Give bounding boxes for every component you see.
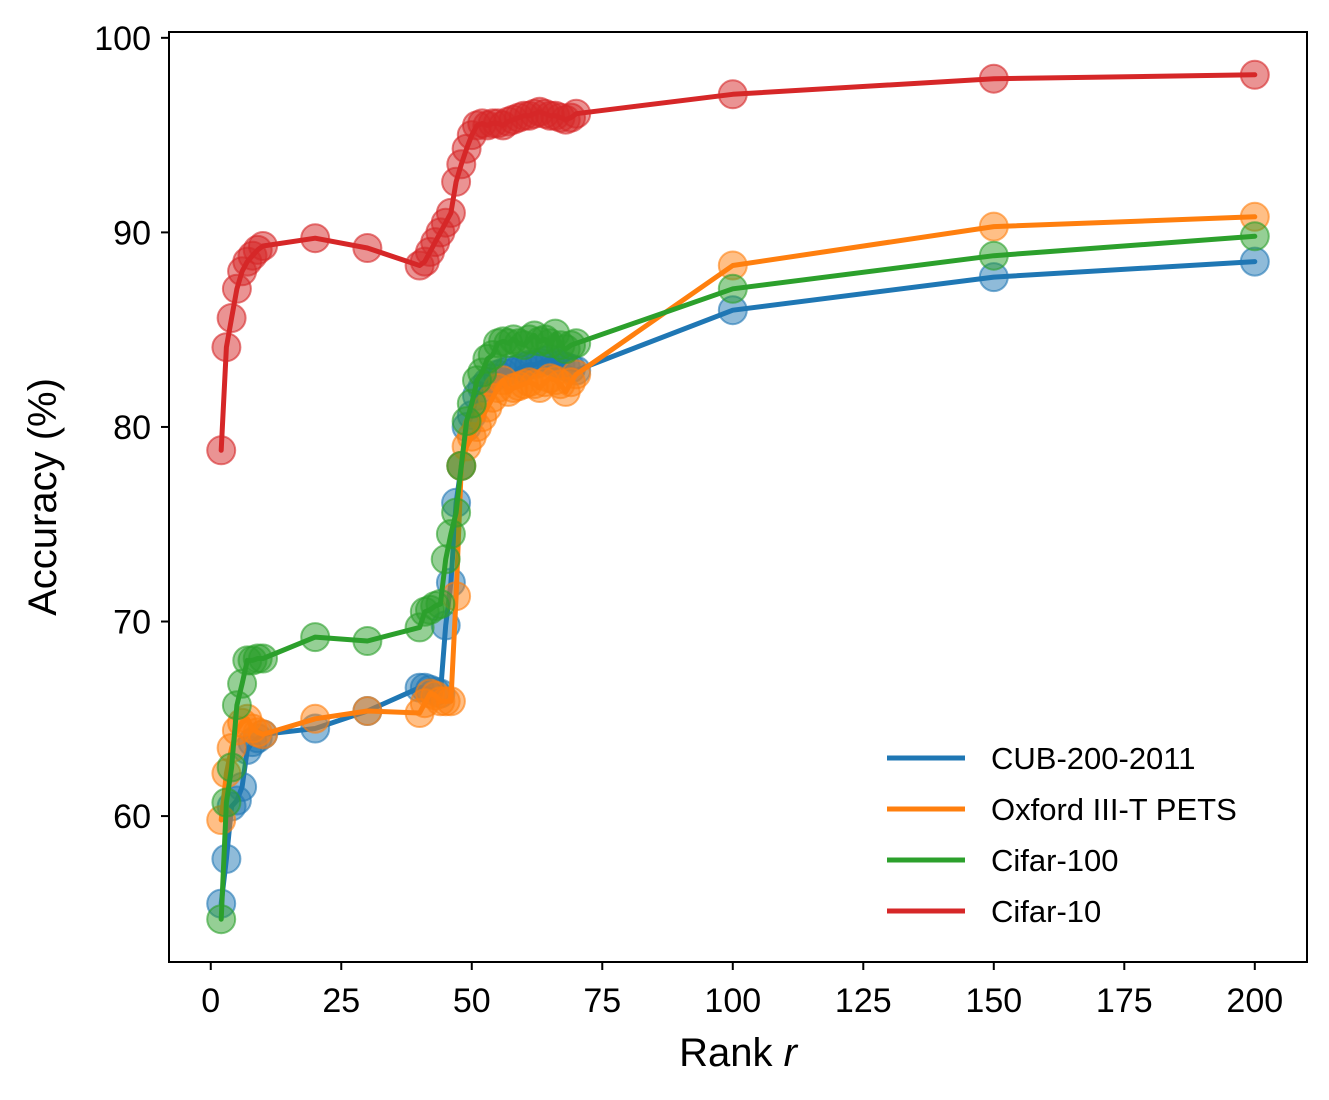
x-tick-label: 100 — [704, 982, 761, 1020]
x-tick-label: 75 — [583, 982, 621, 1020]
series-cifar-100 — [206, 221, 1270, 935]
axes-frame — [168, 31, 1308, 963]
x-tick-label: 200 — [1226, 982, 1283, 1020]
x-tick-label: 150 — [965, 982, 1022, 1020]
x-tick-label: 50 — [453, 982, 491, 1020]
x-axis: 0 25 50 75 100 125 150 175 200 — [201, 962, 1283, 1020]
x-axis-label: Rank r — [679, 1031, 799, 1075]
legend-label: Cifar-100 — [991, 843, 1119, 878]
y-tick-label: 100 — [94, 20, 151, 58]
series-cifar-10 — [206, 59, 1270, 466]
series-line — [218, 72, 1258, 453]
y-tick-label: 80 — [113, 409, 151, 447]
legend-label: Oxford III-T PETS — [991, 792, 1237, 827]
y-tick-label: 70 — [113, 604, 151, 642]
y-axis-label: Accuracy (%) — [21, 378, 65, 616]
x-tick-label: 125 — [835, 982, 892, 1020]
legend-label: Cifar-10 — [991, 894, 1101, 929]
x-tick-label: 175 — [1096, 982, 1153, 1020]
plot-area — [206, 59, 1270, 935]
y-axis: 60 70 80 90 100 — [94, 20, 169, 836]
y-tick-label: 90 — [113, 214, 151, 252]
legend-label: CUB-200-2011 — [991, 741, 1195, 776]
series-line — [218, 233, 1258, 922]
y-tick-label: 60 — [113, 798, 151, 836]
x-tick-label: 25 — [322, 982, 360, 1020]
legend: CUB-200-2011 Oxford III-T PETS Cifar-100 Ci… — [887, 741, 1237, 929]
x-tick-label: 0 — [201, 982, 220, 1020]
